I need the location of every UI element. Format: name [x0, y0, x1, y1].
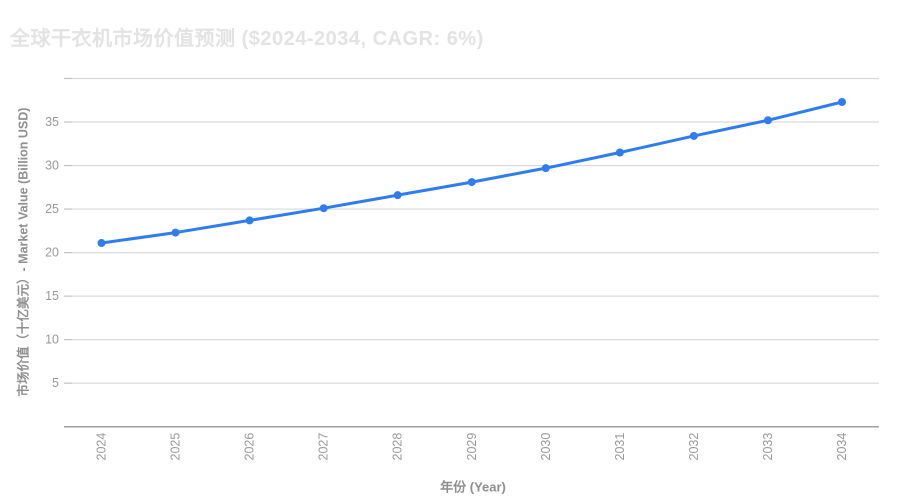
y-tick-label: 35	[45, 115, 59, 129]
data-point	[171, 228, 180, 237]
y-tick-label: 15	[45, 289, 59, 303]
y-tick-label: 30	[45, 159, 59, 173]
x-tick-label: 2024	[95, 433, 109, 461]
data-point	[467, 178, 476, 187]
data-point	[97, 239, 106, 248]
data-point	[689, 131, 698, 140]
x-tick-label: 2030	[539, 433, 553, 461]
x-axis-title: 年份 (Year)	[440, 479, 506, 495]
y-tick-label: 5	[52, 376, 59, 390]
y-tick-label: 10	[45, 333, 59, 347]
y-tick-label: 20	[45, 246, 59, 260]
x-tick-label: 2031	[613, 433, 627, 461]
data-point	[615, 148, 624, 157]
data-point	[393, 191, 402, 200]
data-point	[541, 164, 550, 173]
x-tick-label: 2026	[243, 433, 257, 461]
trend-line	[100, 100, 844, 245]
y-tick-label: 25	[45, 202, 59, 216]
x-tick-label: 2027	[317, 433, 331, 461]
chart-title: 全球干衣机市场价值预测 ($2024-2034, CAGR: 6%)	[10, 28, 484, 50]
x-tick-label: 2025	[169, 433, 183, 461]
data-point	[763, 116, 772, 125]
x-tick-label: 2028	[391, 433, 405, 461]
x-tick-label: 2034	[835, 433, 849, 461]
x-tick-label: 2029	[465, 433, 479, 461]
data-point	[319, 204, 328, 213]
x-tick-label: 2032	[687, 433, 701, 461]
x-tick-label: 2033	[761, 433, 775, 461]
data-point	[245, 216, 254, 225]
data-point	[838, 98, 846, 107]
